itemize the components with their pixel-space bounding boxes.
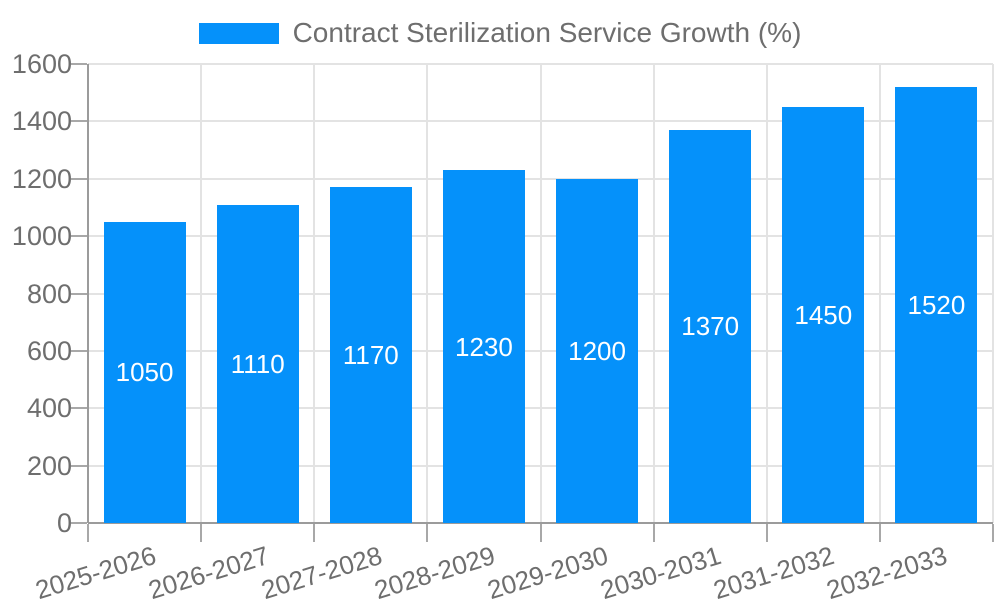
bar: 1200: [556, 178, 639, 523]
x-tick: [426, 524, 429, 542]
x-tick: [878, 524, 881, 542]
y-tick-label: 1000: [11, 221, 72, 252]
v-gridline: [878, 64, 881, 523]
bar-value-label: 1170: [342, 340, 399, 371]
bar: 1370: [669, 129, 752, 523]
bar-value-label: 1050: [115, 357, 174, 388]
bar: 1450: [782, 107, 865, 523]
bar: 1050: [103, 221, 186, 523]
y-tick-label: 800: [26, 278, 72, 309]
y-tick: [71, 177, 87, 180]
x-tick: [313, 524, 316, 542]
v-gridline: [200, 64, 203, 523]
bar-value-label: 1450: [794, 300, 853, 331]
y-tick: [71, 235, 87, 238]
y-tick-label: 1400: [11, 106, 72, 137]
v-gridline: [426, 64, 429, 523]
y-tick: [71, 292, 87, 295]
y-axis-line: [87, 64, 89, 523]
bar-value-label: 1230: [455, 331, 513, 362]
v-gridline: [765, 64, 768, 523]
x-tick: [87, 524, 89, 542]
y-tick: [71, 63, 87, 65]
y-tick-label: 600: [26, 335, 72, 366]
bar: 1170: [329, 187, 412, 523]
bar-value-label: 1200: [568, 335, 626, 366]
bar: 1110: [216, 204, 299, 523]
x-tick: [200, 524, 203, 542]
y-tick: [71, 349, 87, 352]
y-tick-label: 200: [26, 450, 72, 481]
y-tick-label: 0: [56, 508, 72, 538]
x-tick: [765, 524, 768, 542]
x-axis-line: [88, 522, 993, 524]
y-tick: [71, 120, 87, 123]
v-gridline: [539, 64, 542, 523]
y-tick-label: 1200: [11, 163, 72, 194]
legend: Contract Sterilization Service Growth (%…: [0, 16, 1000, 50]
v-gridline: [992, 64, 994, 523]
x-tick: [652, 524, 655, 542]
bar-value-label: 1520: [907, 289, 966, 320]
y-tick-label: 400: [26, 393, 72, 424]
x-tick: [992, 524, 994, 542]
legend-swatch: [198, 22, 279, 44]
y-tick: [71, 407, 87, 410]
v-gridline: [313, 64, 316, 523]
x-tick: [539, 524, 542, 542]
plot-area: 1050 2025-2026 1110 2026-2027 1170 2027-2028 1…: [31, 63, 994, 600]
y-tick: [71, 464, 87, 467]
v-gridline: [652, 64, 655, 523]
bar: 1230: [442, 170, 525, 523]
y-tick-label: 1600: [11, 49, 72, 79]
legend-label: Contract Sterilization Service Growth (%…: [292, 17, 802, 48]
y-tick: [71, 522, 87, 524]
bar-value-label: 1110: [230, 348, 285, 379]
bar-value-label: 1370: [681, 311, 740, 342]
bar: 1520: [895, 86, 978, 523]
